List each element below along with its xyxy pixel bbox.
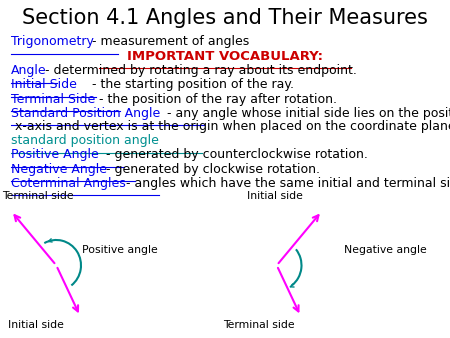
Text: - generated by clockwise rotation.: - generated by clockwise rotation. bbox=[106, 163, 320, 175]
Text: Terminal side: Terminal side bbox=[2, 191, 74, 201]
Text: standard position angle: standard position angle bbox=[11, 134, 159, 147]
Text: Positive Angle: Positive Angle bbox=[11, 148, 99, 161]
Text: - angles which have the same initial and terminal side.: - angles which have the same initial and… bbox=[126, 177, 450, 190]
Text: Initial side: Initial side bbox=[8, 320, 64, 331]
Text: Positive angle: Positive angle bbox=[82, 245, 158, 255]
Text: - the starting position of the ray.: - the starting position of the ray. bbox=[92, 78, 294, 91]
Text: Negative Angle: Negative Angle bbox=[11, 163, 107, 175]
Text: Standard Position Angle: Standard Position Angle bbox=[11, 107, 161, 120]
Text: - measurement of angles: - measurement of angles bbox=[92, 35, 249, 48]
Text: Coterminal Angles: Coterminal Angles bbox=[11, 177, 126, 190]
Text: Terminal Side: Terminal Side bbox=[11, 93, 95, 105]
Text: x-axis and vertex is at the origin when placed on the coordinate plane.: x-axis and vertex is at the origin when … bbox=[11, 120, 450, 133]
Text: - the position of the ray after rotation.: - the position of the ray after rotation… bbox=[99, 93, 337, 105]
Text: Initial Side: Initial Side bbox=[11, 78, 77, 91]
Text: Initial side: Initial side bbox=[247, 191, 302, 201]
Text: - generated by counterclockwise rotation.: - generated by counterclockwise rotation… bbox=[106, 148, 368, 161]
Text: Angle: Angle bbox=[11, 64, 47, 77]
Text: IMPORTANT VOCABULARY:: IMPORTANT VOCABULARY: bbox=[127, 50, 323, 63]
Text: Trigonometry: Trigonometry bbox=[11, 35, 94, 48]
Text: - determined by rotating a ray about its endpoint.: - determined by rotating a ray about its… bbox=[45, 64, 357, 77]
Text: Terminal side: Terminal side bbox=[223, 320, 294, 331]
Text: Section 4.1 Angles and Their Measures: Section 4.1 Angles and Their Measures bbox=[22, 8, 428, 28]
Text: - any angle whose initial side lies on the positive: - any angle whose initial side lies on t… bbox=[166, 107, 450, 120]
Text: Negative angle: Negative angle bbox=[344, 245, 427, 255]
